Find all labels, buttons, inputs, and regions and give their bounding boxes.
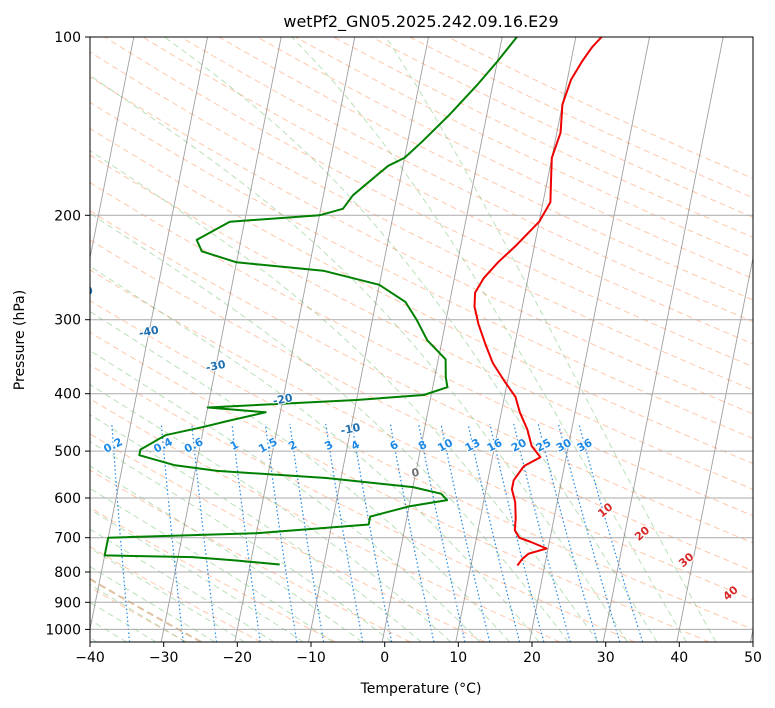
plot-frame xyxy=(89,36,754,643)
moist-adiabat-line xyxy=(90,349,481,642)
moist-adiabat-line xyxy=(90,265,540,642)
y-tick-label: 800 xyxy=(54,565,81,581)
moist-adiabat-line xyxy=(90,74,628,642)
mixing-ratio-line xyxy=(325,423,364,642)
mixing-ratio-line xyxy=(467,423,521,642)
isotherm-line xyxy=(234,37,356,642)
y-tick-label: 200 xyxy=(54,208,81,224)
dry-adiabat-line xyxy=(90,182,753,517)
isotherm-line xyxy=(455,37,577,642)
isotherm-label: -50 xyxy=(72,284,94,301)
sounding-series xyxy=(103,37,603,567)
isotherm-line xyxy=(676,255,753,642)
x-axis-label: Temperature (°C) xyxy=(360,681,482,697)
dry-adiabats xyxy=(90,37,753,642)
moist-adiabat-line xyxy=(90,565,216,642)
pressure-gridlines xyxy=(90,37,753,630)
mixing-ratio-line xyxy=(537,423,598,642)
mixing-ratio-line xyxy=(389,423,435,642)
mixing-ratio-line xyxy=(440,423,491,642)
isotherm-label: -30 xyxy=(205,358,227,375)
x-tick-label: −40 xyxy=(75,650,105,666)
x-tick-label: −10 xyxy=(296,650,326,666)
moist-adiabat-line xyxy=(90,547,245,642)
dry-adiabat-line xyxy=(90,398,561,642)
x-tick-label: 30 xyxy=(597,650,615,666)
moist-adiabat-line xyxy=(164,37,658,642)
moist-adiabat-line xyxy=(90,310,510,642)
isotherm-label: -20 xyxy=(272,391,294,408)
dry-adiabat-line xyxy=(90,507,336,642)
moist-adiabats xyxy=(90,37,717,642)
isotherm-line xyxy=(308,37,429,642)
chart-title: wetPf2_GN05.2025.242.09.16.E29 xyxy=(283,12,558,32)
moist-adiabat-line xyxy=(90,441,393,642)
dry-adiabat-line xyxy=(90,76,753,415)
dry-adiabat-line xyxy=(90,154,753,490)
dry-adiabat-line xyxy=(90,364,635,642)
y-tick-label: 300 xyxy=(54,313,81,329)
x-tick-label: 10 xyxy=(449,650,467,666)
mixing-ratio-line xyxy=(418,423,466,642)
moist-adiabat-line xyxy=(90,414,422,642)
y-tick-label: 900 xyxy=(54,595,81,611)
dry-adiabat-line xyxy=(90,586,187,642)
x-tick-label: −30 xyxy=(149,650,179,666)
dry-adiabat-line xyxy=(90,51,753,391)
dry-adiabat-line xyxy=(90,331,710,642)
dry-adiabat-line xyxy=(90,299,753,630)
y-tick-label: 500 xyxy=(54,444,81,460)
dry-adiabat-line xyxy=(142,37,753,345)
mixing-ratio-line xyxy=(264,423,298,642)
moist-adiabat-line xyxy=(90,150,599,642)
dry-adiabat-line xyxy=(90,127,753,465)
dry-adiabat-line xyxy=(180,37,753,323)
moist-adiabat-line xyxy=(90,584,186,642)
moist-adiabat-line xyxy=(90,487,334,642)
mixing-ratio-line xyxy=(513,423,571,642)
y-tick-label: 400 xyxy=(54,387,81,403)
y-tick-label: 100 xyxy=(54,30,81,46)
isotherm-line xyxy=(529,37,650,642)
isotherm-line xyxy=(90,37,135,261)
y-axis-label: Pressure (hPa) xyxy=(12,290,28,390)
x-axis-ticks: −40 −30 −20 −10 0 10 20 30 40 50 xyxy=(75,642,762,666)
x-tick-label: 50 xyxy=(744,650,762,666)
dewpoint-profile xyxy=(103,37,518,566)
y-tick-label: 1000 xyxy=(45,622,81,638)
isotherm-line xyxy=(602,37,724,642)
x-tick-label: 0 xyxy=(380,650,389,666)
isotherm-line xyxy=(160,37,282,642)
isotherms xyxy=(90,37,753,642)
dry-adiabat-line xyxy=(90,433,486,642)
moist-adiabat-line xyxy=(90,212,569,642)
x-tick-label: −20 xyxy=(223,650,253,666)
x-tick-label: 20 xyxy=(523,650,541,666)
y-tick-label: 600 xyxy=(54,491,81,507)
mixing-ratio-line xyxy=(557,423,621,642)
dry-adiabat-line xyxy=(90,269,753,601)
moist-adiabat-line xyxy=(90,384,452,642)
temperature-profile xyxy=(473,37,603,567)
mixing-ratio-line xyxy=(351,423,393,642)
isotherm-label: -40 xyxy=(138,323,160,340)
moist-adiabat-line xyxy=(90,465,363,642)
y-axis-ticks: 1000 900 800 700 600 500 400 300 200 100 xyxy=(45,30,90,638)
isotherm-line xyxy=(381,37,503,642)
y-tick-label: 700 xyxy=(54,531,81,547)
isotherm-label: -10 xyxy=(339,421,361,438)
x-tick-label: 40 xyxy=(670,650,688,666)
